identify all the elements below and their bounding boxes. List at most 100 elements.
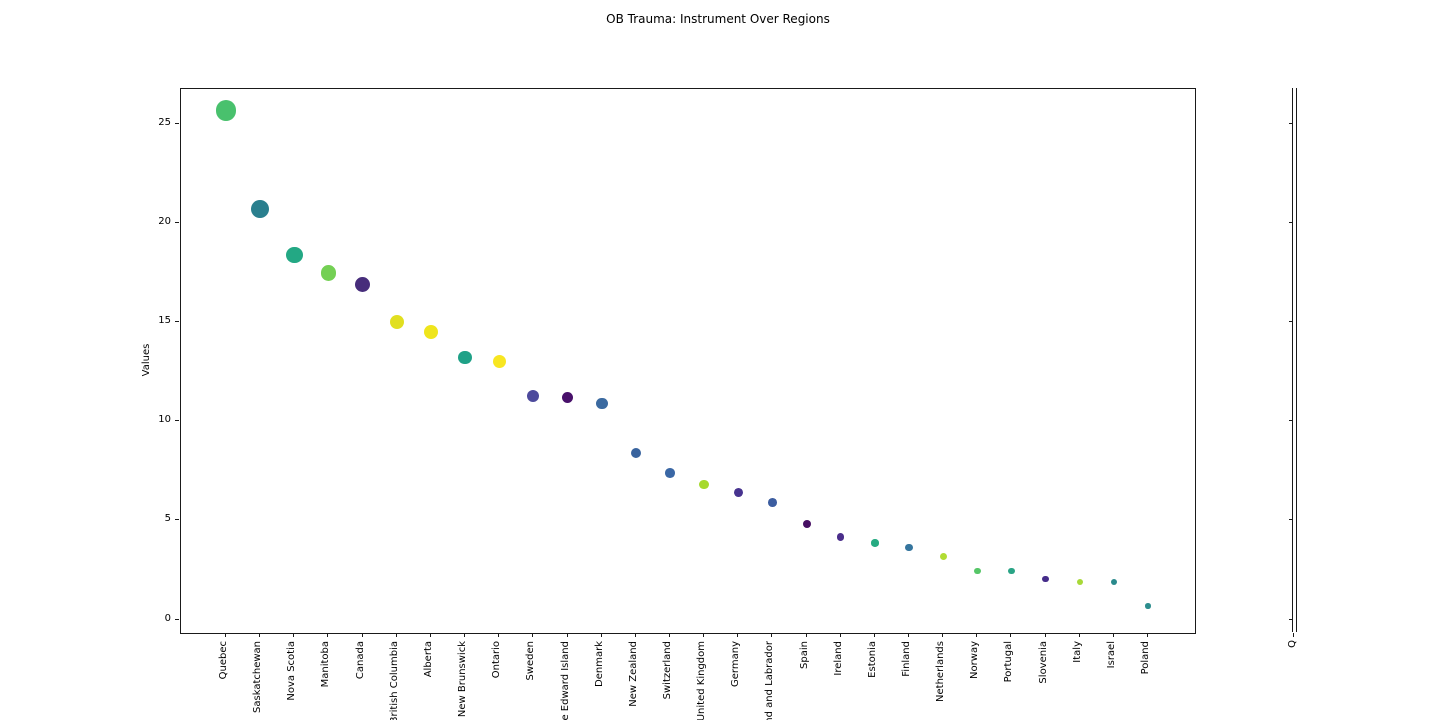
secondary-axis-y-tick-mark [1289,123,1293,124]
x-tick-label: Denmark [593,641,605,687]
data-point-netherlands [939,552,947,560]
y-axis-label: Values [141,343,152,377]
data-point-nova-scotia [286,246,303,263]
x-tick-mark [873,633,875,637]
x-tick-mark [668,633,670,637]
x-tick-mark [1078,633,1080,637]
data-point-israel [1110,578,1117,585]
x-tick-label: Netherlands [935,641,947,702]
data-point-denmark [595,397,608,410]
data-point-ontario [492,355,506,369]
x-tick-mark [327,633,329,637]
data-point-estonia [871,539,879,547]
data-point-quebec [215,99,237,121]
x-tick-mark [395,633,397,637]
data-point-ireland [836,533,845,542]
y-tick-label: 20 [158,216,171,228]
y-tick-mark [175,618,179,620]
data-point-canada [354,276,371,293]
x-tick-mark [464,633,466,637]
x-tick-mark [566,633,568,637]
x-tick-label: Finland [901,641,912,677]
x-tick-label: Slovenia [1037,641,1049,684]
x-tick-label: Portugal [1003,641,1015,683]
data-point-spain [802,520,811,529]
secondary-axis-y-tick-mark [1289,519,1293,521]
secondary-axis [1289,88,1297,632]
chart-title: OB Trauma: Instrument Over Regions [606,12,830,26]
data-point-united-kingdom [699,480,709,490]
x-tick-mark [225,633,226,637]
y-tick-label: 25 [158,117,171,128]
x-tick-label: Saskatchewan [252,641,264,713]
x-tick-mark [908,633,909,637]
x-tick-label: Quebec [218,641,229,680]
x-tick-label: Manitoba [320,641,332,688]
plot-area [180,88,1196,634]
secondary-axis-y-tick-mark [1289,321,1293,323]
x-tick-label: Norway [969,641,981,679]
data-point-manitoba [320,264,337,281]
y-tick-mark [175,420,179,422]
y-tick-label: 5 [164,513,171,525]
data-point-poland [1145,603,1151,609]
x-tick-mark [1112,633,1114,637]
data-point-sweden [527,389,540,402]
data-point-saskatchewan [251,200,270,219]
x-tick-mark [1147,633,1149,637]
data-point-finland [905,543,913,551]
x-tick-label: Italy [1071,641,1083,663]
x-tick-mark [839,633,841,637]
x-tick-label: Germany [730,641,742,687]
x-tick-label: Switzerland [661,641,673,700]
data-point-new-zealand [630,447,641,459]
data-point-switzerland [665,468,675,478]
y-tick-mark [175,519,179,521]
x-tick-mark [532,633,534,637]
x-tick-label: Newfoundland and Labrador [764,641,776,720]
data-point-prince-edward-island [561,391,574,404]
data-point-new-brunswick [458,351,472,365]
x-tick-label: Ontario [491,641,503,679]
x-tick-label: New Brunswick [457,641,469,718]
data-point-norway [974,567,981,575]
x-tick-label: Poland [1140,641,1152,675]
secondary-axis-x-tick [1293,633,1294,637]
x-tick-mark [600,633,602,637]
data-point-british-columbia [389,315,404,330]
x-tick-mark [1010,633,1012,637]
y-tick-label: 10 [158,414,171,426]
x-tick-label: Alberta [422,641,434,678]
x-tick-mark [976,633,978,637]
x-tick-label: Prince Edward Island [559,641,571,720]
x-tick-mark [293,633,295,637]
x-tick-mark [771,633,773,637]
data-point-germany [733,488,743,498]
x-tick-label: Canada [354,641,366,680]
x-tick-label: British Columbia [388,641,400,720]
x-tick-mark [634,633,636,637]
x-tick-mark [737,633,739,637]
x-tick-label: Nova Scotia [286,641,298,701]
x-tick-mark [259,633,261,637]
data-point-slovenia [1042,575,1049,582]
x-tick-mark [429,633,431,637]
secondary-axis-x-tick-label: Q [1287,640,1298,648]
x-tick-mark [498,633,500,637]
x-tick-label: Spain [798,641,810,669]
secondary-axis-y-tick-mark [1289,222,1293,224]
x-tick-mark [703,633,705,637]
secondary-axis-y-tick-mark [1289,618,1293,620]
data-point-portugal [1008,567,1015,575]
x-tick-mark [942,633,944,637]
x-tick-label: Ireland [832,641,844,676]
x-tick-mark [361,633,363,637]
y-tick-mark [175,123,179,124]
x-tick-mark [805,633,807,637]
x-tick-mark [1044,633,1046,637]
y-tick-mark [175,222,179,224]
y-tick-mark [175,321,179,323]
x-tick-label: United Kingdom [696,641,708,720]
x-tick-label: Israel [1105,641,1117,669]
